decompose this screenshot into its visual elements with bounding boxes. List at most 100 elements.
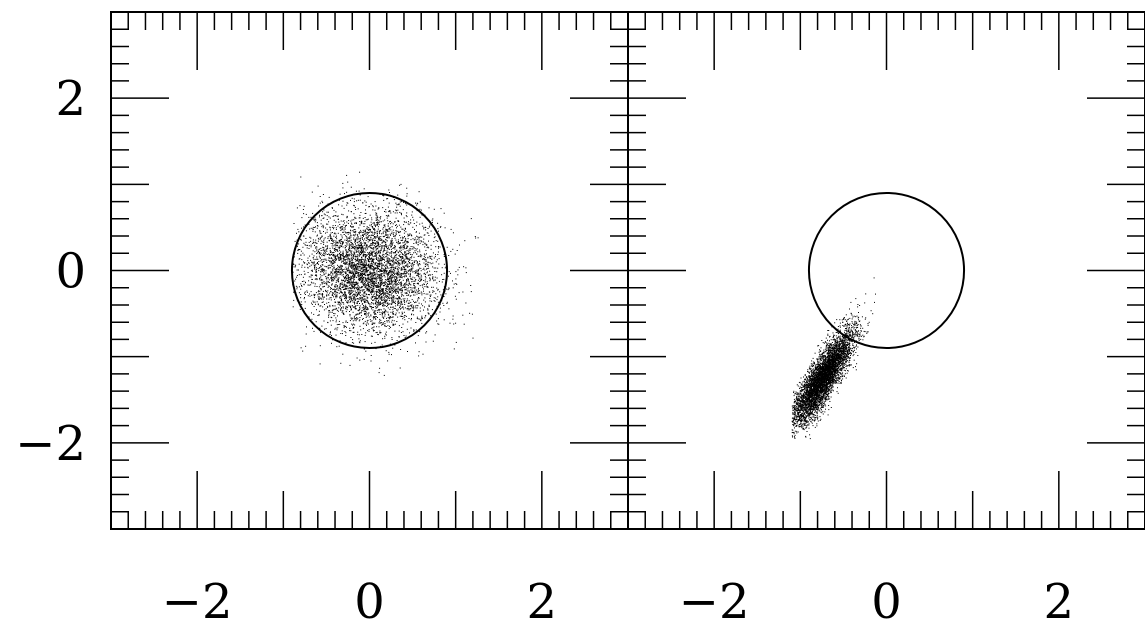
scatter-point: [368, 264, 370, 266]
scatter-point: [349, 297, 350, 299]
scatter-point: [390, 275, 391, 277]
scatter-point: [363, 306, 365, 308]
scatter-point: [378, 207, 380, 209]
scatter-point: [395, 305, 397, 307]
scatter-point: [418, 302, 420, 304]
scatter-point: [372, 276, 374, 278]
scatter-point: [395, 298, 397, 300]
scatter-point: [311, 302, 312, 304]
scatter-point: [348, 282, 350, 284]
scatter-point: [314, 267, 316, 269]
scatter-point: [353, 263, 355, 265]
scatter-point: [410, 264, 412, 266]
scatter-point: [312, 243, 314, 244]
scatter-point: [389, 294, 390, 296]
scatter-point: [394, 276, 395, 278]
scatter-point: [317, 304, 319, 306]
scatter-point: [383, 236, 385, 238]
scatter-point: [397, 308, 399, 310]
scatter-point: [318, 286, 320, 288]
scatter-point: [421, 236, 423, 238]
scatter-point: [347, 241, 349, 243]
scatter-point: [327, 281, 329, 283]
scatter-point: [430, 263, 432, 265]
scatter-point: [397, 291, 399, 293]
scatter-point: [339, 239, 341, 241]
scatter-point: [383, 225, 385, 227]
scatter-point: [397, 286, 399, 288]
scatter-point: [308, 223, 310, 225]
scatter-point: [375, 217, 377, 219]
scatter-point: [355, 313, 357, 315]
scatter-point: [388, 299, 390, 301]
scatter-point: [416, 271, 418, 273]
scatter-point: [369, 228, 371, 230]
scatter-point: [400, 226, 402, 228]
scatter-point: [345, 232, 347, 234]
scatter-point: [402, 209, 404, 211]
scatter-point: [388, 314, 390, 316]
scatter-point: [301, 217, 303, 219]
scatter-point: [357, 292, 359, 294]
scatter-point: [307, 257, 309, 259]
scatter-point: [375, 226, 376, 228]
scatter-point: [395, 256, 397, 258]
scatter-point: [315, 292, 317, 294]
scatter-point: [340, 300, 342, 302]
scatter-point: [335, 290, 337, 292]
scatter-point: [330, 262, 332, 264]
scatter-point: [299, 205, 301, 207]
scatter-point: [405, 251, 407, 253]
scatter-point: [387, 259, 389, 261]
scatter-point: [430, 315, 432, 317]
scatter-point: [345, 263, 347, 265]
scatter-point: [376, 256, 378, 258]
scatter-point: [341, 241, 343, 242]
scatter-point: [359, 312, 361, 314]
scatter-point: [419, 236, 421, 238]
scatter-point: [353, 201, 355, 203]
scatter-point: [359, 260, 361, 262]
scatter-point: [397, 269, 399, 271]
scatter-point: [343, 234, 345, 235]
scatter-point: [421, 318, 423, 319]
scatter-point: [434, 334, 436, 336]
scatter-point: [317, 262, 318, 263]
scatter-point: [345, 226, 346, 228]
scatter-point: [435, 261, 437, 263]
scatter-point: [380, 297, 382, 299]
scatter-point: [423, 293, 425, 295]
scatter-point: [322, 241, 324, 243]
scatter-point: [402, 260, 404, 262]
scatter-point: [372, 226, 373, 227]
scatter-point: [395, 259, 397, 261]
scatter-point: [358, 293, 360, 295]
scatter-point: [368, 274, 370, 276]
scatter-point: [365, 306, 367, 307]
scatter-point: [453, 323, 455, 325]
scatter-point: [374, 239, 376, 241]
scatter-point: [338, 268, 340, 270]
scatter-point: [316, 253, 317, 255]
scatter-point: [370, 306, 372, 308]
scatter-point: [364, 276, 366, 278]
scatter-point: [400, 299, 402, 301]
scatter-point: [319, 279, 321, 281]
scatter-point: [356, 271, 358, 272]
scatter-point: [360, 281, 362, 283]
scatter-point: [382, 270, 384, 272]
scatter-point: [386, 285, 388, 287]
scatter-point: [319, 298, 320, 300]
scatter-point: [356, 237, 358, 239]
scatter-point: [442, 302, 444, 304]
scatter-point: [414, 292, 416, 294]
scatter-point: [359, 342, 361, 344]
scatter-point: [351, 323, 353, 325]
scatter-point: [369, 238, 371, 240]
scatter-point: [322, 227, 324, 229]
scatter-point: [407, 263, 409, 265]
scatter-point: [360, 231, 362, 233]
scatter-point: [328, 279, 330, 281]
scatter-point: [384, 280, 386, 282]
scatter-point: [364, 213, 366, 214]
